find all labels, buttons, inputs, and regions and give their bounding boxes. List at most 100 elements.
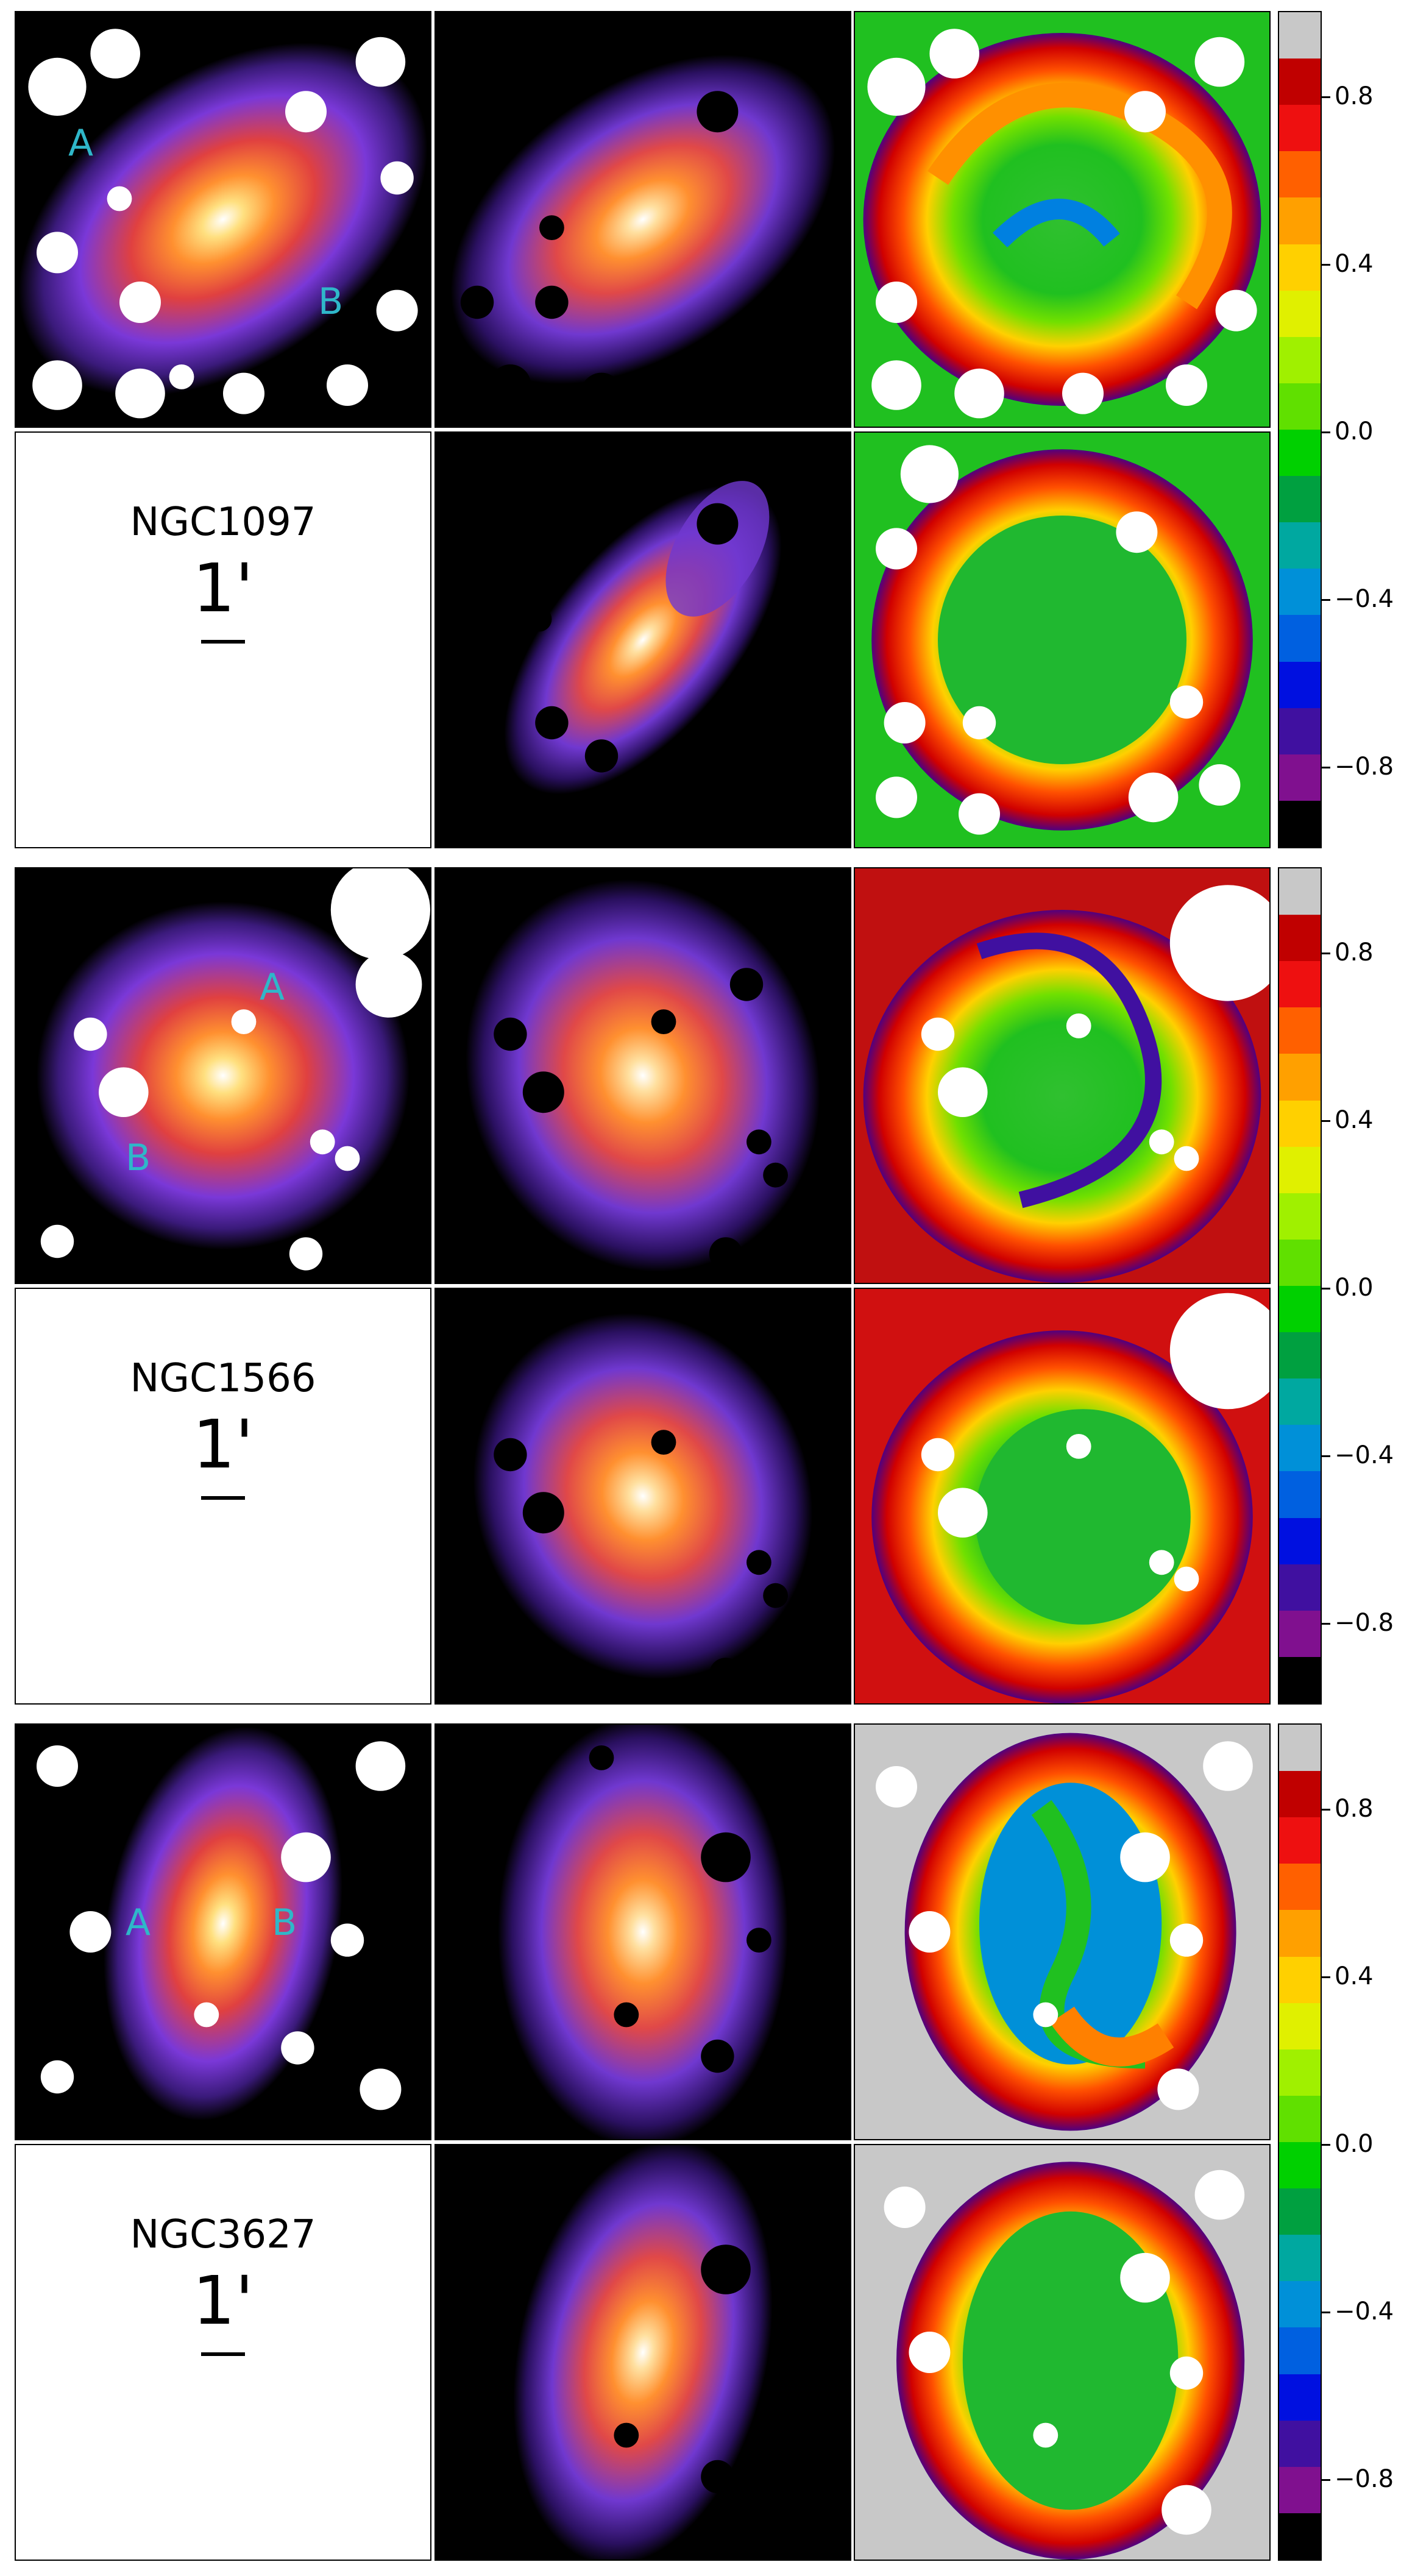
colorbar-segments <box>1279 12 1321 847</box>
colorbar-segment <box>1279 197 1321 244</box>
ngc1566-observed-image: A B <box>15 867 431 1284</box>
colorbar-segment <box>1279 1656 1321 1703</box>
colorbar-segment <box>1279 1471 1321 1518</box>
tick-label: −0.8 <box>1335 2465 1394 2493</box>
colorbar-3 <box>1278 1723 1322 2561</box>
tick-label: 0.0 <box>1335 2130 1374 2158</box>
ngc3627-residual-map <box>854 1723 1271 2140</box>
colorbar-segment <box>1279 754 1321 801</box>
colorbar-segments <box>1279 868 1321 1703</box>
colorbar-segment <box>1279 1817 1321 1864</box>
ngc1097-observed-image: A B <box>15 11 431 428</box>
scale-bar <box>201 1496 245 1500</box>
tick <box>1322 2144 1330 2146</box>
colorbar-segment <box>1279 1193 1321 1240</box>
colorbar-segment <box>1279 1910 1321 1957</box>
tick-label: −0.4 <box>1335 585 1394 613</box>
colorbar-segment <box>1279 1007 1321 1054</box>
tick <box>1322 767 1330 768</box>
label-b: B <box>272 1901 297 1944</box>
colorbar-segment <box>1279 1425 1321 1472</box>
galaxy-name: NGC1566 <box>130 1356 316 1401</box>
colorbar-segment <box>1279 59 1321 105</box>
colorbar-segment <box>1279 429 1321 477</box>
tick-label: 0.0 <box>1335 1274 1374 1302</box>
colorbar-segment <box>1279 2141 1321 2189</box>
ngc1097-residual-map-2 <box>854 431 1271 848</box>
colorbar-segment <box>1279 569 1321 616</box>
colorbar-2 <box>1278 867 1322 1705</box>
colorbar-segment <box>1279 915 1321 962</box>
tick-label: −0.8 <box>1335 1609 1394 1637</box>
ngc3627-caption-panel: NGC3627 1' <box>15 2144 431 2561</box>
colorbar-segment <box>1279 1332 1321 1379</box>
colorbar-segment <box>1279 2513 1321 2560</box>
tick-label: 0.8 <box>1335 1795 1374 1823</box>
colorbar-segment <box>1279 290 1321 337</box>
tick <box>1322 96 1330 98</box>
tick <box>1322 431 1330 433</box>
colorbar-segment <box>1279 2281 1321 2328</box>
tick-label: −0.4 <box>1335 1441 1394 1469</box>
tick-label: 0.8 <box>1335 82 1374 110</box>
colorbar-segment <box>1279 1285 1321 1333</box>
colorbar-segment <box>1279 12 1321 59</box>
ngc3627-component-model <box>434 2144 851 2561</box>
colorbar-segment <box>1279 2188 1321 2235</box>
colorbar-segment <box>1279 961 1321 1008</box>
label-a: A <box>260 966 285 1009</box>
galaxy-name: NGC3627 <box>130 2212 316 2257</box>
tick <box>1322 2312 1330 2313</box>
colorbar-segment <box>1279 2235 1321 2282</box>
tick <box>1322 953 1330 954</box>
tick <box>1322 1120 1330 1122</box>
colorbar-segment <box>1279 105 1321 152</box>
tick-label: 0.4 <box>1335 1106 1374 1134</box>
tick-label: 0.4 <box>1335 1962 1374 1990</box>
scale-bar <box>201 640 245 644</box>
colorbar-segment <box>1279 1864 1321 1911</box>
ngc3627-observed-image: A B <box>15 1723 431 2140</box>
colorbar-segment <box>1279 244 1321 291</box>
colorbar-1 <box>1278 11 1322 848</box>
colorbar-segment <box>1279 522 1321 569</box>
ngc1097-component-model <box>434 431 851 848</box>
ngc1097-caption-panel: NGC1097 1' <box>15 431 431 848</box>
colorbar-segment <box>1279 1100 1321 1147</box>
ngc1566-residual-map <box>854 867 1271 1284</box>
scale-label: 1' <box>192 549 254 627</box>
tick-label: −0.4 <box>1335 2297 1394 2326</box>
colorbar-segment <box>1279 1239 1321 1286</box>
tick-label: 0.4 <box>1335 250 1374 278</box>
ngc1566-model-image <box>434 867 851 1284</box>
colorbar-segment <box>1279 151 1321 198</box>
colorbar-segment <box>1279 2049 1321 2096</box>
colorbar-segment <box>1279 1564 1321 1611</box>
label-b: B <box>318 280 344 323</box>
tick <box>1322 1288 1330 1290</box>
ngc3627-residual-map-2 <box>854 2144 1271 2561</box>
colorbar-segment <box>1279 1054 1321 1101</box>
colorbar-segment <box>1279 2466 1321 2513</box>
tick <box>1322 264 1330 266</box>
tick <box>1322 599 1330 601</box>
ngc1097-model-image <box>434 11 851 428</box>
tick-label: −0.8 <box>1335 753 1394 781</box>
colorbar-segment <box>1279 1956 1321 2003</box>
colorbar-segment <box>1279 1771 1321 1818</box>
ngc1566-caption-panel: NGC1566 1' <box>15 1288 431 1705</box>
colorbar-segment <box>1279 2003 1321 2049</box>
tick-label: 0.8 <box>1335 939 1374 967</box>
ngc1097-residual-map <box>854 11 1271 428</box>
colorbar-segment <box>1279 2420 1321 2467</box>
tick-label: 0.0 <box>1335 417 1374 445</box>
colorbar-segment <box>1279 1725 1321 1772</box>
colorbar-segment <box>1279 800 1321 847</box>
label-b: B <box>126 1137 151 1179</box>
scale-label: 1' <box>192 2262 254 2340</box>
scale-label: 1' <box>192 1405 254 1483</box>
colorbar-segment <box>1279 1378 1321 1425</box>
tick <box>1322 2479 1330 2481</box>
colorbar-segment <box>1279 868 1321 915</box>
colorbar-segment <box>1279 336 1321 383</box>
